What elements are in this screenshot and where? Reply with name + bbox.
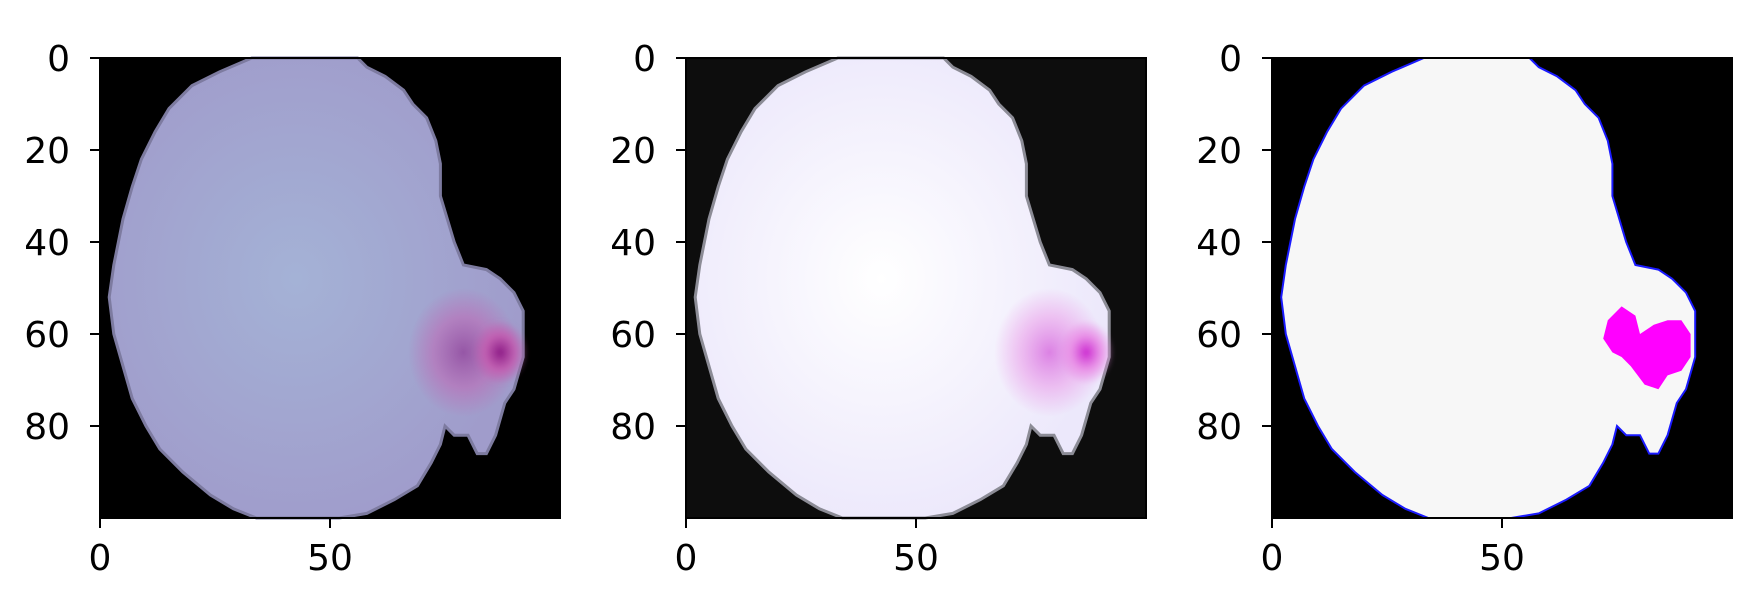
x-tick-label: 0 — [675, 538, 698, 579]
x-tick-label: 50 — [307, 538, 353, 579]
parasite-spot — [1058, 320, 1114, 385]
x-tick-label: 50 — [1479, 538, 1525, 579]
parasite-spot — [472, 320, 528, 385]
x-tick-label: 0 — [1261, 538, 1284, 579]
panel-enhanced: 0 50 0 20 40 60 80 — [610, 39, 1147, 579]
axes-frame — [99, 57, 561, 519]
blood-cell — [107, 56, 525, 520]
y-tick-label: 40 — [610, 223, 656, 264]
y-tick-label: 80 — [610, 407, 656, 448]
panel-original: 0 50 0 20 40 60 80 — [24, 39, 561, 579]
y-tick-label: 60 — [24, 315, 70, 356]
y-tick-label: 80 — [24, 407, 70, 448]
image-axes-enhanced: 0 50 0 20 40 60 80 — [610, 39, 1147, 579]
y-tick-label: 20 — [610, 131, 656, 172]
parasite-halo — [408, 288, 519, 417]
parasite-region — [1603, 306, 1691, 390]
y-tick-label: 0 — [47, 39, 70, 80]
blood-cell — [1280, 57, 1697, 519]
y-tick-label: 40 — [24, 223, 70, 264]
panel-segmented: 0 50 0 20 40 60 80 — [1196, 39, 1733, 579]
y-tick-label: 80 — [1196, 407, 1242, 448]
y-tick-label: 20 — [1196, 131, 1242, 172]
axes-frame — [685, 57, 1147, 519]
blood-cell — [693, 56, 1111, 520]
y-tick-label: 60 — [1196, 315, 1242, 356]
y-tick-label: 0 — [633, 39, 656, 80]
y-tick-label: 60 — [610, 315, 656, 356]
axes-frame — [1271, 57, 1733, 519]
image-axes-segmented: 0 50 0 20 40 60 80 — [1196, 39, 1733, 579]
y-tick-label: 0 — [1219, 39, 1242, 80]
parasite-halo — [994, 288, 1105, 417]
x-tick-label: 0 — [89, 538, 112, 579]
image-axes-original: 0 50 0 20 40 60 80 — [24, 39, 561, 579]
y-tick-label: 20 — [24, 131, 70, 172]
x-tick-label: 50 — [893, 538, 939, 579]
y-tick-label: 40 — [1196, 223, 1242, 264]
